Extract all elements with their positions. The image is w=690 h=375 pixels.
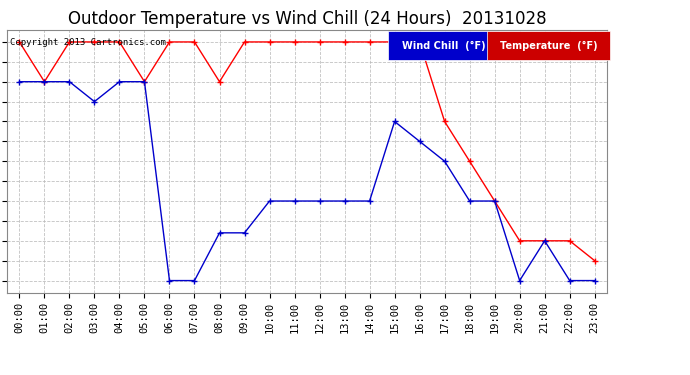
Title: Outdoor Temperature vs Wind Chill (24 Hours)  20131028: Outdoor Temperature vs Wind Chill (24 Ho…	[68, 10, 546, 28]
FancyBboxPatch shape	[487, 32, 610, 60]
Text: Copyright 2013 Cartronics.com: Copyright 2013 Cartronics.com	[10, 38, 166, 47]
FancyBboxPatch shape	[388, 32, 499, 60]
Text: Temperature  (°F): Temperature (°F)	[500, 41, 598, 51]
Text: Wind Chill  (°F): Wind Chill (°F)	[402, 41, 486, 51]
